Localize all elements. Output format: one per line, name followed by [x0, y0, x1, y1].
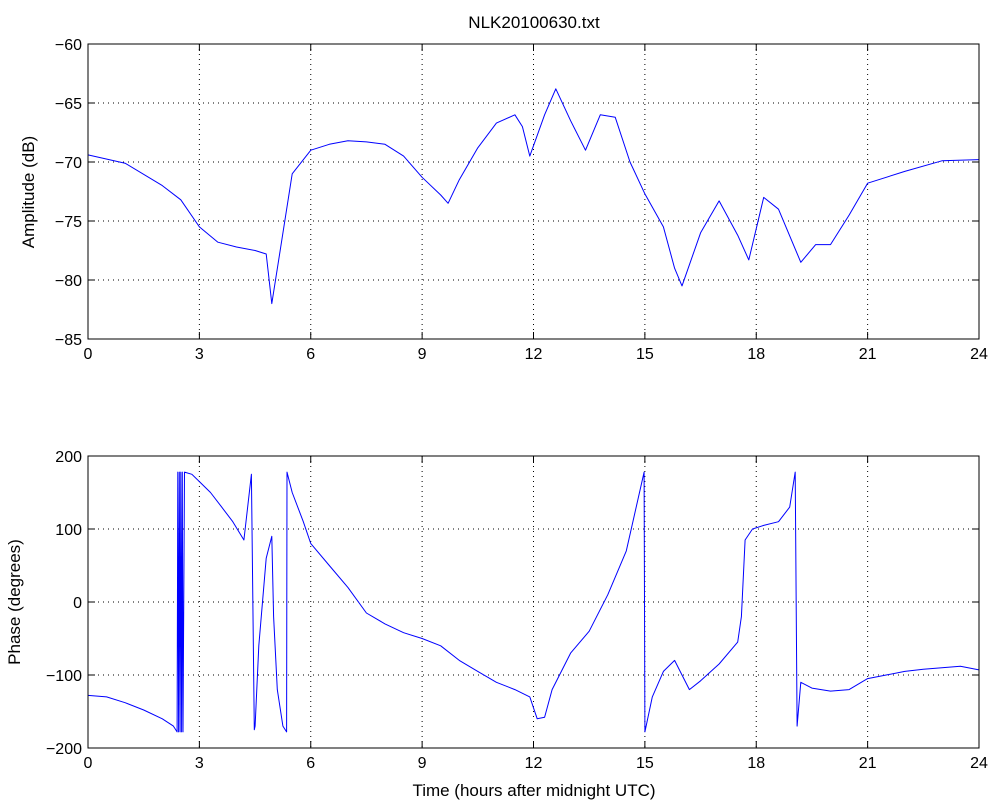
- phase-x-tick-label: 6: [306, 755, 315, 772]
- amplitude-x-tick-label: 21: [859, 346, 877, 363]
- amplitude-y-tick-label: −80: [55, 273, 82, 290]
- phase-y-axis-label: Phase (degrees): [5, 539, 24, 665]
- amplitude-x-tick-label: 3: [195, 346, 204, 363]
- amplitude-x-tick-label: 0: [84, 346, 93, 363]
- phase-x-tick-label: 9: [418, 755, 427, 772]
- phase-x-tick-label: 15: [636, 755, 654, 772]
- chart-title: NLK20100630.txt: [468, 13, 600, 32]
- amplitude-y-tick-label: −85: [55, 332, 82, 349]
- amplitude-y-tick-label: −75: [55, 214, 82, 231]
- phase-x-tick-label: 24: [970, 755, 988, 772]
- amplitude-y-tick-label: −70: [55, 155, 82, 172]
- amplitude-x-tick-label: 6: [306, 346, 315, 363]
- amplitude-x-tick-label: 12: [525, 346, 543, 363]
- amplitude-x-tick-label: 18: [747, 346, 765, 363]
- amplitude-chart: 0 3 6 9 12 15 18 21 24 −85 −80 −75 −70 −65 −60 NLK201…: [19, 13, 988, 363]
- phase-x-tick-label: 21: [859, 755, 877, 772]
- amplitude-x-tick-label: 15: [636, 346, 654, 363]
- phase-y-tick-label: −200: [46, 741, 82, 758]
- amplitude-y-tick-labels: −85 −80 −75 −70 −65 −60: [55, 37, 82, 349]
- phase-y-tick-label: 100: [55, 522, 82, 539]
- phase-x-tick-label: 18: [747, 755, 765, 772]
- amplitude-y-tick-label: −65: [55, 96, 82, 113]
- phase-y-tick-label: −100: [46, 668, 82, 685]
- amplitude-y-tick-label: −60: [55, 37, 82, 54]
- phase-y-tick-labels: −200 −100 0 100 200: [46, 449, 82, 758]
- phase-x-axis-label: Time (hours after midnight UTC): [412, 781, 655, 800]
- amplitude-x-tick-labels: 0 3 6 9 12 15 18 21 24: [84, 346, 988, 363]
- phase-y-tick-label: 0: [73, 595, 82, 612]
- phase-chart: 0 3 6 9 12 15 18 21 24 −200 −100 0 100 200 Time (hou…: [5, 449, 988, 800]
- amplitude-y-axis-label: Amplitude (dB): [19, 136, 38, 248]
- phase-plot-border: [87, 455, 980, 749]
- phase-y-tick-label: 200: [55, 449, 82, 466]
- amplitude-grid: [88, 44, 979, 339]
- phase-x-tick-label: 12: [525, 755, 543, 772]
- phase-x-tick-label: 0: [84, 755, 93, 772]
- amplitude-plot-border: [87, 43, 980, 340]
- amplitude-x-tick-label: 24: [970, 346, 988, 363]
- amplitude-series-line: [87, 88, 980, 305]
- phase-series-line: [87, 471, 980, 733]
- phase-x-tick-labels: 0 3 6 9 12 15 18 21 24: [84, 755, 988, 772]
- phase-x-tick-label: 3: [195, 755, 204, 772]
- amplitude-x-tick-label: 9: [418, 346, 427, 363]
